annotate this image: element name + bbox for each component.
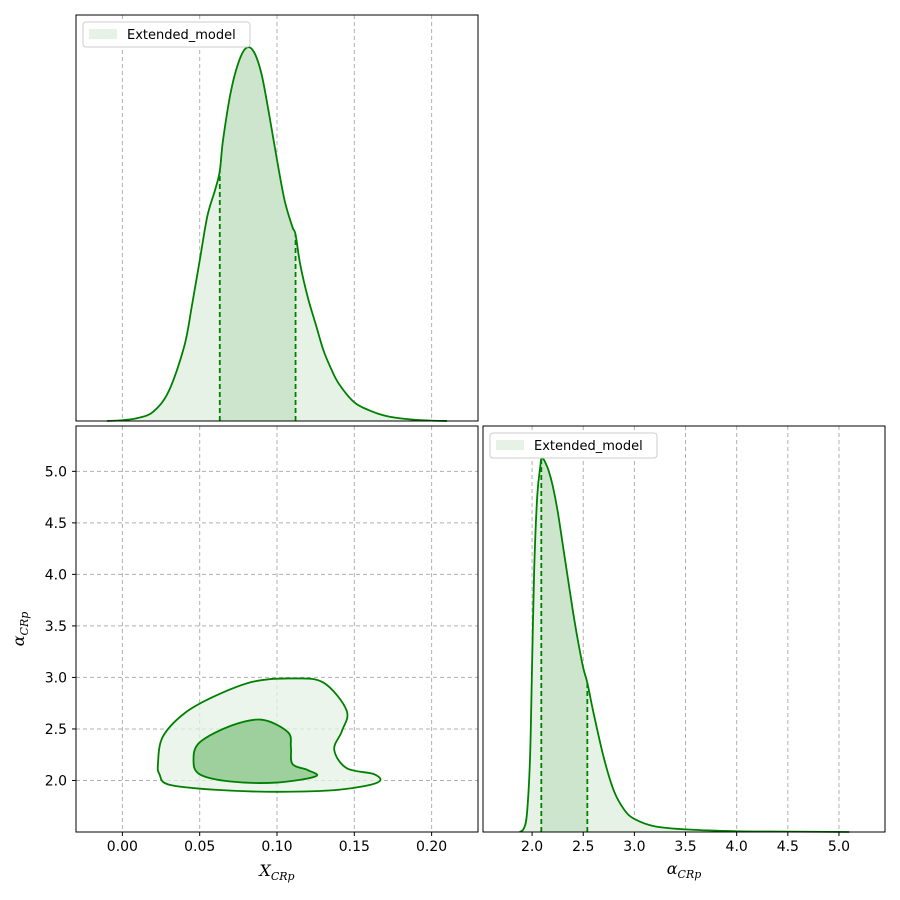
- x-axis-label: αCRp: [667, 859, 702, 881]
- grid: [76, 426, 478, 832]
- x-tick-label-4: 4.0: [726, 839, 748, 855]
- credible-interval-fill: [219, 48, 296, 422]
- y-axis-label-main: α: [9, 635, 28, 646]
- x-axis-label-main: X: [257, 861, 271, 880]
- x-tick-label-3: 0.15: [339, 839, 370, 855]
- y-tick-label-1: 2.5: [45, 722, 67, 738]
- axes-frame: [75, 14, 479, 422]
- density-marks: [106, 46, 448, 422]
- x-tick-label-0: 0.00: [107, 839, 138, 855]
- x-tick-label-2: 3.0: [623, 839, 645, 855]
- panel-alpha-marginal: 2.0 2.5 3.0 3.5 4.0 4.5 5.0 αCRp Extended_mode…: [482, 425, 886, 881]
- x-tick-label-2: 0.10: [261, 839, 292, 855]
- credible-interval-fill: [541, 459, 588, 832]
- x-tick-label-0: 2.0: [521, 839, 543, 855]
- legend-swatch: [89, 29, 117, 39]
- density-line: [519, 457, 850, 833]
- contour-inner: [192, 718, 319, 784]
- x-ticks: 2.0 2.5 3.0 3.5 4.0 4.5 5.0: [521, 832, 850, 855]
- x-axis-label: XCRp: [257, 861, 294, 883]
- contour-marks: [156, 677, 382, 793]
- density-line: [106, 46, 448, 422]
- x-tick-label-5: 4.5: [777, 839, 799, 855]
- legend: Extended_model: [489, 432, 658, 459]
- legend-box: [82, 21, 251, 48]
- x-tick-label-3: 3.5: [674, 839, 696, 855]
- y-tick-label-6: 5.0: [45, 464, 67, 480]
- x-tick-label-1: 0.05: [184, 839, 215, 855]
- legend-label: Extended_model: [534, 439, 643, 454]
- y-tick-label-4: 4.0: [45, 567, 67, 583]
- y-axis-label-sub: CRp: [18, 612, 31, 636]
- axes-frame: [482, 425, 886, 833]
- y-tick-label-3: 3.5: [45, 619, 67, 635]
- x-axis-label-sub: CRp: [678, 868, 702, 881]
- y-tick-label-0: 2.0: [45, 773, 67, 789]
- x-axis-label-main: α: [667, 859, 678, 878]
- y-ticks: 2.0 2.5 3.0 3.5 4.0 4.5 5.0: [45, 464, 76, 789]
- density-marks: [519, 457, 850, 833]
- y-tick-label-2: 3.0: [45, 670, 67, 686]
- panel-joint-contour: 0.00 0.05 0.10 0.15 0.20 2.0 2.5 3.0 3.5 4.0 4.5 5…: [9, 425, 479, 883]
- x-ticks: 0.00 0.05 0.10 0.15 0.20: [107, 832, 447, 855]
- legend: Extended_model: [82, 21, 251, 48]
- x-axis-label-sub: CRp: [271, 870, 295, 883]
- x-tick-label-6: 5.0: [828, 839, 850, 855]
- legend-box: [489, 432, 658, 459]
- y-tick-label-5: 4.5: [45, 516, 67, 532]
- x-tick-label-1: 2.5: [572, 839, 594, 855]
- legend-swatch: [496, 440, 524, 450]
- y-axis-label: αCRp: [9, 612, 31, 647]
- panel-x-marginal: Extended_model: [75, 14, 479, 422]
- legend-label: Extended_model: [127, 28, 236, 43]
- x-tick-label-4: 0.20: [416, 839, 447, 855]
